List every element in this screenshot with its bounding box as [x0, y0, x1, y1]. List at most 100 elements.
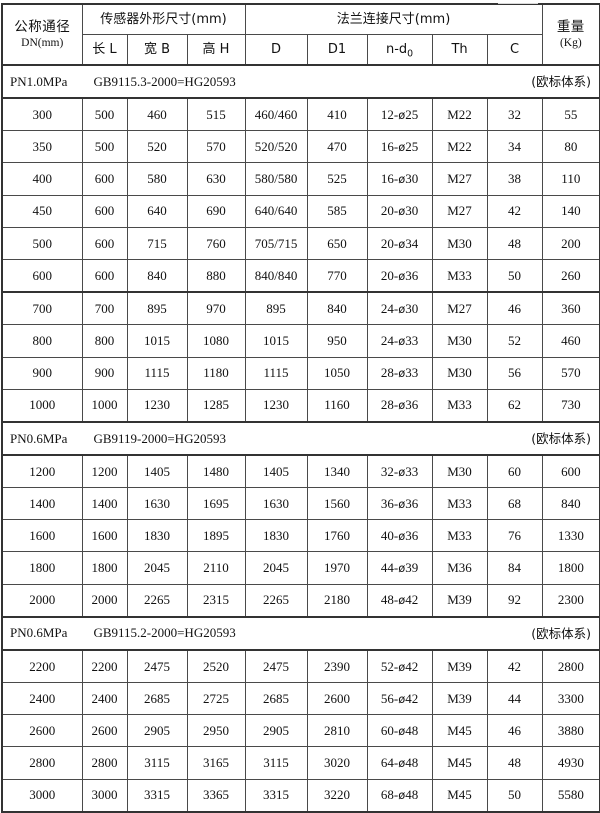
cell-dn: 800: [1, 324, 83, 358]
cell-n-d0: 36-ø36: [366, 487, 433, 521]
cell-width-b: 520: [126, 130, 188, 164]
table-row: 2400 2400 2685 2725 2685 2600 56-ø42 M39 44 3300: [1, 681, 600, 716]
cell-d: 1230: [244, 388, 308, 423]
cell-d1: 1340: [306, 454, 368, 489]
header-flange-dimensions: 法兰连接尺寸(mm): [244, 3, 543, 35]
header-col-c: C: [486, 34, 543, 66]
table-row: 300 500 460 515 460/460 410 12-ø25 M22 32 55: [1, 97, 600, 132]
cell-n-d0: 24-ø30: [366, 291, 433, 326]
cell-length-l: 1600: [81, 519, 128, 553]
cell-length-l: 3000: [81, 778, 128, 813]
cell-dn: 2600: [1, 714, 83, 748]
cell-height-h: 1480: [186, 454, 246, 489]
table-row: 1400 1400 1630 1695 1630 1560 36-ø36 M33 68 840: [1, 487, 600, 521]
cell-height-h: 2315: [186, 583, 246, 618]
cell-weight: 2300: [541, 583, 600, 618]
cell-d1: 1760: [306, 519, 368, 553]
cell-th: M45: [431, 714, 488, 748]
table-body: PN1.0MPa GB9115.3-2000=HG20593 (欧标体系) 300 50…: [0, 64, 600, 813]
cell-weight: 140: [541, 194, 600, 228]
cell-c: 68: [486, 487, 543, 521]
cell-d: 580/580: [244, 162, 308, 196]
table-row: 1200 1200 1405 1480 1405 1340 32-ø33 M30 60 600: [1, 454, 600, 489]
cell-width-b: 1230: [126, 388, 188, 423]
cell-length-l: 700: [81, 291, 128, 326]
cell-length-l: 2600: [81, 714, 128, 748]
section-pressure-rating: PN1.0MPa: [10, 73, 68, 89]
cell-weight: 730: [541, 388, 600, 423]
table-row: 700 700 895 970 895 840 24-ø30 M27 46 360: [1, 291, 600, 326]
cell-th: M33: [431, 519, 488, 553]
cell-th: M30: [431, 226, 488, 260]
table-row: 1000 1000 1230 1285 1230 1160 28-ø36 M33 62 730: [1, 388, 600, 423]
cell-d: 3115: [244, 746, 308, 780]
cell-c: 50: [486, 258, 543, 294]
cell-c: 32: [486, 97, 543, 132]
section-header-cell: PN1.0MPa GB9115.3-2000=HG20593 (欧标体系): [0, 64, 600, 99]
cell-length-l: 1000: [81, 388, 128, 423]
cell-d: 2475: [244, 649, 308, 683]
cell-d1: 470: [306, 130, 368, 164]
cell-width-b: 1630: [126, 487, 188, 521]
cell-length-l: 900: [81, 356, 128, 390]
cell-d1: 1560: [306, 487, 368, 521]
table-row: 400 600 580 630 580/580 525 16-ø30 M27 38 110: [1, 162, 600, 196]
header-nominal-diameter-line2: DN(mm): [21, 36, 64, 49]
cell-c: 76: [486, 519, 543, 553]
cell-th: M27: [431, 291, 488, 326]
section-pressure-rating: PN0.6MPa: [10, 430, 68, 446]
cell-width-b: 895: [126, 291, 188, 326]
cell-width-b: 1830: [126, 519, 188, 553]
cell-n-d0: 68-ø48: [366, 778, 433, 813]
cell-weight: 3300: [541, 681, 600, 716]
table-row: 900 900 1115 1180 1115 1050 28-ø33 M30 56 570: [1, 356, 600, 390]
cell-d: 640/640: [244, 194, 308, 228]
header-weight: 重量 (Kg): [541, 3, 600, 66]
header-col-n-d0-prefix: n-d: [385, 41, 408, 57]
table-row: 2200 2200 2475 2520 2475 2390 52-ø42 M39 42 2800: [1, 649, 600, 683]
cell-dn: 700: [1, 291, 83, 326]
cell-weight: 600: [541, 454, 600, 489]
cell-weight: 4930: [541, 746, 600, 780]
cell-height-h: 1080: [186, 324, 246, 358]
cell-weight: 3880: [541, 714, 600, 748]
cell-c: 42: [486, 649, 543, 683]
cell-dn: 2400: [1, 681, 83, 716]
cell-n-d0: 64-ø48: [366, 746, 433, 780]
cell-height-h: 880: [186, 258, 246, 294]
cell-d1: 1160: [306, 388, 368, 423]
cell-d1: 585: [306, 194, 368, 228]
cell-width-b: 1405: [126, 454, 188, 489]
cell-height-h: 970: [186, 291, 246, 326]
header-subcolumn-row: 长 L 宽 B 高 H D D1 n-d0 Th C: [2, 34, 600, 66]
cell-weight: 570: [541, 356, 600, 390]
cell-height-h: 760: [186, 226, 246, 260]
header-sensor-dimensions: 传感器外形尺寸(mm): [81, 3, 246, 35]
cell-n-d0: 20-ø36: [366, 258, 433, 294]
cell-th: M33: [431, 258, 488, 294]
cell-n-d0: 20-ø30: [366, 194, 433, 228]
cell-weight: 260: [541, 258, 600, 294]
cell-height-h: 2950: [186, 714, 246, 748]
cell-length-l: 1400: [81, 487, 128, 521]
cell-width-b: 1115: [126, 356, 188, 390]
cell-weight: 1330: [541, 519, 600, 553]
cell-d: 2265: [244, 583, 308, 618]
cell-height-h: 630: [186, 162, 246, 196]
section-standard-code: GB9119-2000=HG20593: [93, 430, 226, 446]
cell-d: 2045: [244, 551, 308, 585]
cell-length-l: 2400: [81, 681, 128, 716]
cell-weight: 200: [541, 226, 600, 260]
section-header-row: PN0.6MPa GB9119-2000=HG20593 (欧标体系): [0, 420, 600, 456]
cell-c: 60: [486, 454, 543, 489]
cell-n-d0: 44-ø39: [366, 551, 433, 585]
cell-n-d0: 12-ø25: [366, 97, 433, 132]
header-col-height-h: 高 H: [186, 34, 246, 66]
section-header-row: PN0.6MPa GB9115.2-2000=HG20593 (欧标体系): [0, 615, 600, 651]
cell-width-b: 715: [126, 226, 188, 260]
cell-length-l: 600: [81, 162, 128, 196]
header-col-d1: D1: [306, 34, 368, 66]
scan-artifact: [498, 3, 538, 8]
cell-c: 34: [486, 130, 543, 164]
table-row: 800 800 1015 1080 1015 950 24-ø33 M30 52 460: [1, 324, 600, 358]
